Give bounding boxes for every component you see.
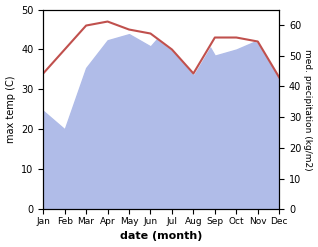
X-axis label: date (month): date (month) (120, 231, 203, 242)
Y-axis label: max temp (C): max temp (C) (5, 76, 16, 143)
Y-axis label: med. precipitation (kg/m2): med. precipitation (kg/m2) (303, 49, 313, 170)
